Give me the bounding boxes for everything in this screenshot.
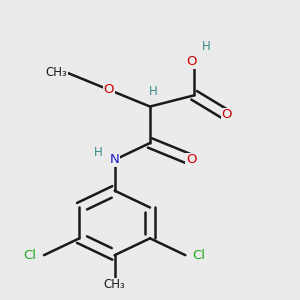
Text: H: H xyxy=(202,40,210,53)
Text: methoxy: methoxy xyxy=(57,72,63,74)
Text: O: O xyxy=(186,55,196,68)
Text: O: O xyxy=(103,83,114,96)
Text: O: O xyxy=(221,108,232,122)
Text: Cl: Cl xyxy=(24,249,37,262)
Text: Cl: Cl xyxy=(193,249,206,262)
Text: O: O xyxy=(103,83,114,96)
Text: N: N xyxy=(110,153,119,166)
Text: H: H xyxy=(148,85,157,98)
Text: O: O xyxy=(53,65,64,78)
Text: CH₃: CH₃ xyxy=(46,66,68,80)
Text: CH₃: CH₃ xyxy=(104,278,125,291)
Text: H: H xyxy=(94,146,103,159)
Text: O: O xyxy=(186,153,196,166)
